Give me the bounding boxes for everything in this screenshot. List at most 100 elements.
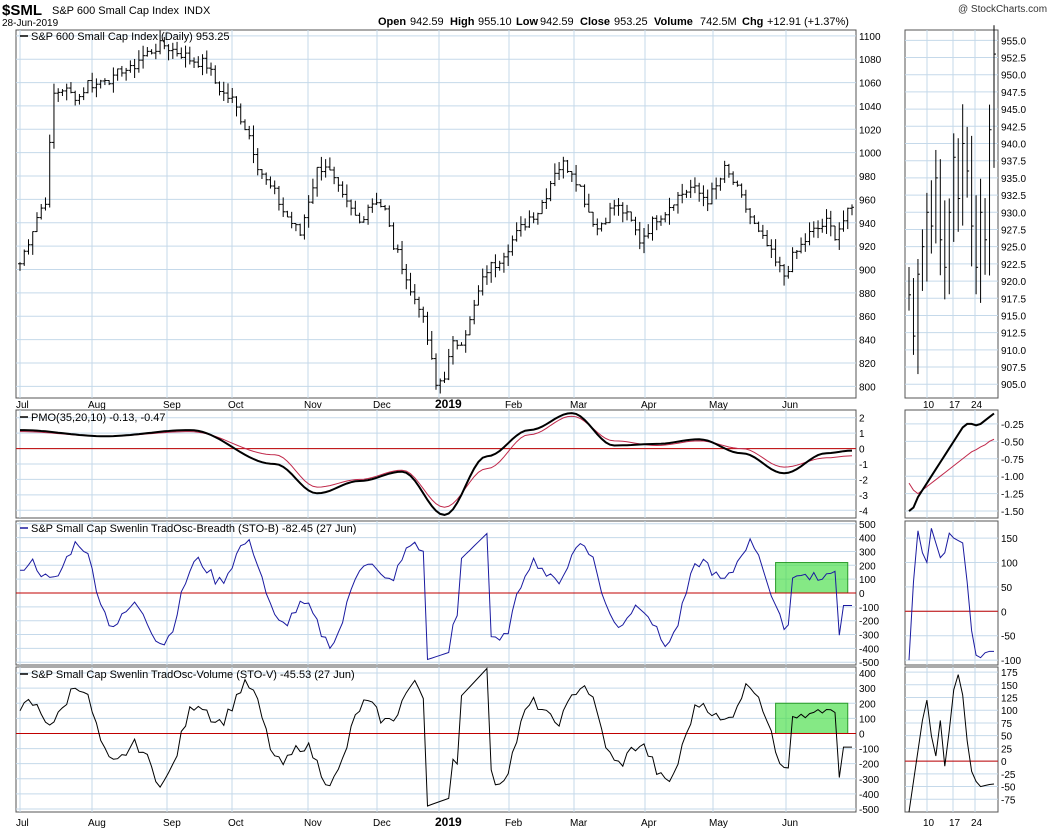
- pmo-ytick-label-0: -4: [859, 506, 868, 517]
- sto-v-zoom-line: [908, 674, 995, 813]
- sto-v-zoom-ytick-label-6: 75: [1001, 719, 1013, 730]
- price-zoom-pane: [904, 29, 999, 399]
- close-label: Close: [580, 16, 610, 28]
- bottom-xtick-label-10: May: [709, 818, 728, 829]
- sto-v-ytick-label-7: 200: [859, 699, 876, 710]
- price-legend: S&P 600 Small Cap Index (Daily) 953.25: [31, 31, 230, 43]
- price-ytick-label-10: 1000: [859, 149, 882, 160]
- bottom-xtick-label-7: Feb: [505, 818, 523, 829]
- chg-value: +12.91 (+1.37%): [767, 16, 849, 28]
- sto-v-ytick-label-9: 400: [859, 669, 876, 680]
- price-zoom-ytick-label-8: 925.0: [1001, 243, 1026, 254]
- price-xtick-label-7: Feb: [505, 400, 523, 411]
- pmo-ytick-label-2: -2: [859, 475, 868, 486]
- open-value: 942.59: [410, 16, 444, 28]
- sto-b-line: [19, 532, 852, 661]
- price-zoom-ytick-label-2: 910.0: [1001, 346, 1026, 357]
- bottom-xtick-label-6: 2019: [435, 815, 462, 829]
- sto-v-pane: [15, 666, 857, 813]
- exchange-label: INDX: [184, 5, 211, 17]
- sto-v-zoom-ytick-label-1: -50: [1001, 783, 1016, 794]
- pmo-zoom-pane: [904, 409, 999, 519]
- sto-b-ytick-label-7: 200: [859, 561, 876, 572]
- price-zoom-ytick-label-20: 955.0: [1001, 36, 1026, 47]
- price-xtick-label-3: Oct: [228, 400, 244, 411]
- price-ytick-label-3: 860: [859, 312, 876, 323]
- price-zoom-ytick-label-10: 930.0: [1001, 208, 1026, 219]
- price-zoom-ytick-label-13: 937.5: [1001, 157, 1026, 168]
- pmo-ytick-label-4: 0: [859, 445, 865, 456]
- price-ytick-label-4: 880: [859, 289, 876, 300]
- sto-b-zoom-ytick-label-5: 150: [1001, 534, 1018, 545]
- sto-b-ytick-label-4: -100: [859, 603, 879, 614]
- price-zoom-ytick-label-9: 927.5: [1001, 225, 1026, 236]
- sto-b-highlight-box: [775, 562, 849, 594]
- pmo-zoom-ytick-label-2: -1.00: [1001, 472, 1024, 483]
- sto-v-ytick-label-3: -200: [859, 760, 879, 771]
- sto-b-zoom-ytick-label-2: 0: [1001, 607, 1007, 618]
- sto-v-ytick-label-4: -100: [859, 745, 879, 756]
- price-ytick-label-9: 980: [859, 172, 876, 183]
- bottom-xtick-label-2: Sep: [163, 818, 181, 829]
- price-ytick-label-1: 820: [859, 359, 876, 370]
- price-zoom-ytick-label-15: 942.5: [1001, 122, 1026, 133]
- price-zoom-ytick-label-11: 932.5: [1001, 191, 1026, 202]
- sto-b-zoom-ytick-label-1: -50: [1001, 632, 1016, 643]
- pmo-zoom-ytick-label-4: -0.50: [1001, 437, 1024, 448]
- price-pane: [15, 29, 857, 399]
- price-xtick-label-8: Mar: [570, 400, 588, 411]
- pmo-legend: PMO(35,20,10) -0.13, -0.47: [31, 412, 166, 424]
- price-xtick-label-4: Nov: [304, 400, 322, 411]
- price-zoom-ytick-label-1: 907.5: [1001, 363, 1026, 374]
- price-xtick-label-2: Sep: [163, 400, 181, 411]
- price-xtick-label-0: Jul: [16, 400, 29, 411]
- price-zoom-ytick-label-19: 952.5: [1001, 54, 1026, 65]
- sto-v-highlight-box: [775, 702, 849, 734]
- pmo-zoom-ytick-label-1: -1.25: [1001, 490, 1024, 501]
- price-zoom-ytick-label-12: 935.0: [1001, 174, 1026, 185]
- pmo-ytick-label-1: -3: [859, 491, 868, 502]
- price-ytick-label-14: 1080: [859, 55, 882, 66]
- index-name-label: S&P 600 Small Cap Index: [52, 5, 179, 17]
- sto-v-zoom-ytick-label-0: -75: [1001, 795, 1016, 806]
- sto-v-zoom-ytick-label-9: 150: [1001, 681, 1018, 692]
- bottom-xtick-label-3: Oct: [228, 818, 244, 829]
- price-ytick-label-6: 920: [859, 242, 876, 253]
- sto-b-zoom-pane: [904, 520, 999, 666]
- price-zoom-ytick-label-14: 940.0: [1001, 139, 1026, 150]
- sto-b-legend: S&P Small Cap Swenlin TradOsc-Breadth (S…: [31, 523, 356, 535]
- price-zoom-ytick-label-0: 905.0: [1001, 380, 1026, 391]
- sto-v-zoom-ytick-label-8: 125: [1001, 694, 1018, 705]
- sto-b-ytick-label-8: 300: [859, 547, 876, 558]
- price-xtick-label-1: Aug: [88, 400, 106, 411]
- price-xtick-label-6: 2019: [435, 397, 462, 411]
- low-label: Low: [516, 16, 538, 28]
- bottom-xtick-label-5: Dec: [373, 818, 391, 829]
- sto-b-ytick-label-6: 100: [859, 575, 876, 586]
- price-zoom-ytick-label-4: 915.0: [1001, 311, 1026, 322]
- volume-value: 742.5M: [700, 16, 737, 28]
- bottom-zoom-xtick-label-2: 24: [971, 818, 983, 829]
- close-value: 953.25: [614, 16, 648, 28]
- pmo-ytick-label-6: 2: [859, 414, 865, 425]
- sto-v-zoom-ytick-label-7: 100: [1001, 706, 1018, 717]
- price-ytick-label-12: 1040: [859, 102, 882, 113]
- watermark: @ StockCharts.com: [958, 4, 1047, 15]
- sto-v-zoom-ytick-label-10: 175: [1001, 668, 1018, 679]
- sto-v-ytick-label-6: 100: [859, 714, 876, 725]
- chg-label: Chg: [742, 16, 763, 28]
- high-value: 955.10: [478, 16, 512, 28]
- symbol-label: $SML: [2, 2, 42, 19]
- price-zoom-ytick-label-5: 917.5: [1001, 294, 1026, 305]
- sto-b-zoom-line: [908, 528, 994, 661]
- bottom-xtick-label-9: Apr: [641, 818, 657, 829]
- pmo-zoom-ytick-label-5: -0.25: [1001, 420, 1024, 431]
- sto-v-ytick-label-1: -400: [859, 790, 879, 801]
- sto-v-zoom-ytick-label-2: -25: [1001, 770, 1016, 781]
- bottom-xtick-label-4: Nov: [304, 818, 322, 829]
- price-xtick-label-11: Jun: [782, 400, 798, 411]
- price-ytick-label-15: 1100: [859, 32, 881, 43]
- sto-b-ytick-label-0: -500: [859, 658, 879, 669]
- sto-b-ytick-label-9: 400: [859, 534, 876, 545]
